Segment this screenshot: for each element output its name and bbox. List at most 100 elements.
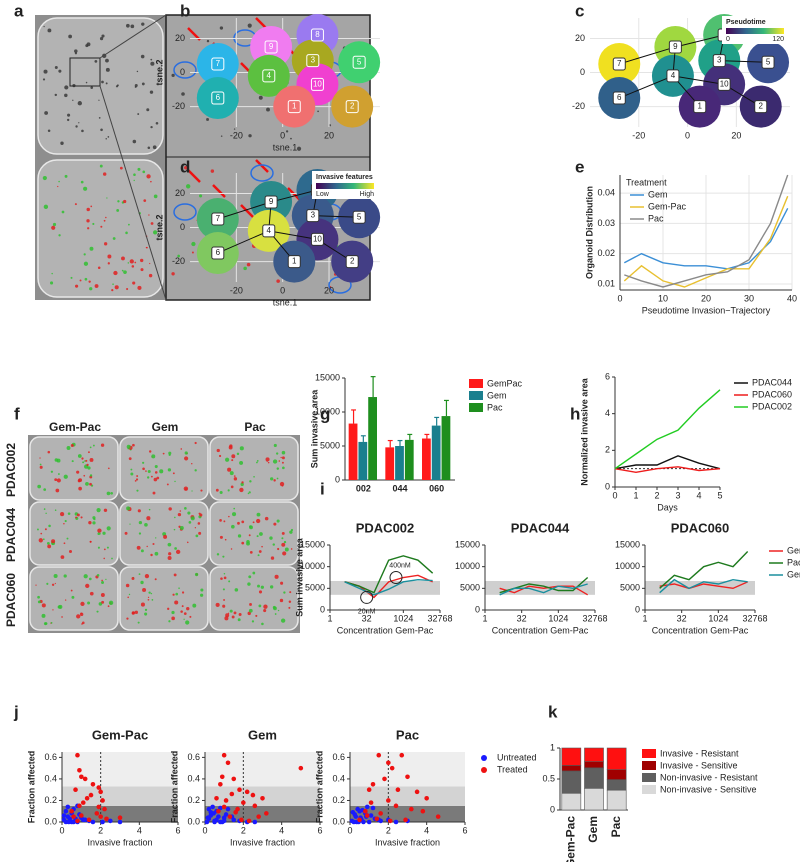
cell — [110, 491, 113, 495]
x-axis-label: Pseudotime Invasion−Trajectory — [642, 305, 771, 315]
panel-label: e — [575, 157, 584, 176]
y-axis-label: Sum invasive area — [309, 389, 319, 469]
colorbar-label: Low — [316, 191, 330, 198]
cell — [248, 608, 253, 613]
cell — [78, 486, 82, 491]
series-line — [659, 578, 748, 594]
cell — [179, 510, 182, 512]
cell — [200, 588, 204, 592]
cell — [184, 456, 189, 461]
cell — [171, 272, 175, 276]
cell — [81, 129, 84, 133]
cell — [59, 511, 65, 517]
cell — [90, 86, 94, 89]
cell — [85, 583, 90, 589]
cell — [222, 604, 226, 608]
point — [117, 815, 123, 820]
trajectory — [719, 60, 769, 63]
cell — [218, 454, 222, 458]
point — [90, 782, 96, 787]
cell — [39, 463, 42, 466]
y-axis-label: tsne.2 — [154, 59, 164, 85]
cell — [228, 515, 230, 518]
cell — [54, 66, 58, 69]
cell — [89, 446, 92, 449]
cell — [288, 606, 291, 609]
cluster-tag — [211, 212, 225, 226]
arrow — [212, 184, 226, 198]
y-tick-label: 0.03 — [597, 218, 615, 228]
cell — [185, 620, 190, 625]
cell — [43, 69, 48, 74]
cell — [192, 603, 197, 608]
cell — [199, 593, 204, 597]
cell — [166, 483, 169, 486]
point — [393, 819, 399, 825]
cell — [63, 542, 66, 545]
point — [69, 808, 74, 814]
point — [219, 774, 225, 780]
cell — [184, 507, 187, 510]
cell — [107, 262, 110, 265]
cell — [220, 135, 223, 137]
cell — [89, 591, 94, 596]
ring — [173, 203, 197, 221]
cell — [98, 116, 101, 119]
cell — [175, 549, 181, 555]
x-tick-label: -20 — [230, 285, 243, 295]
x-axis-label: Invasive fraction — [230, 837, 295, 847]
x-tick-label: 40 — [787, 293, 797, 303]
cell — [134, 261, 137, 264]
bar-segment — [584, 747, 604, 762]
y-tick-label: -20 — [172, 256, 185, 266]
cell — [134, 84, 138, 88]
cell — [171, 616, 175, 621]
cell — [133, 173, 136, 177]
point — [117, 819, 123, 825]
cell — [83, 186, 88, 191]
cluster-label: 2 — [350, 257, 355, 266]
cluster-tag — [310, 77, 324, 91]
x-tick-label: 5 — [717, 490, 722, 500]
cell — [94, 59, 98, 63]
y-tick-label: 0.2 — [44, 795, 57, 805]
cell — [281, 450, 286, 455]
cell — [61, 616, 63, 618]
cell — [150, 475, 153, 478]
cell — [142, 587, 147, 592]
cell — [276, 467, 280, 470]
point — [63, 808, 69, 814]
cell — [184, 451, 188, 455]
cell — [58, 234, 61, 237]
y-tick-label: 0.0 — [332, 816, 345, 826]
chart-title: PDAC044 — [511, 520, 570, 535]
arrow — [187, 169, 201, 183]
cell — [194, 527, 197, 529]
cell — [99, 36, 104, 41]
point — [108, 818, 113, 824]
trajectory — [270, 189, 318, 203]
cell — [86, 207, 90, 212]
bar-segment — [561, 792, 582, 811]
point — [298, 765, 304, 771]
cluster-tag — [712, 54, 726, 68]
x-tick-label: 1 — [482, 613, 487, 623]
cluster-tag — [262, 69, 276, 83]
cell — [76, 513, 80, 517]
x-tick-label: 0 — [612, 490, 617, 500]
x-tick-label: -20 — [230, 130, 243, 140]
cell — [75, 284, 79, 288]
cell — [168, 507, 172, 511]
panel-label: g — [320, 404, 330, 423]
cell — [153, 477, 158, 482]
cell — [231, 512, 237, 517]
cell — [82, 461, 85, 464]
well — [29, 566, 119, 631]
x-axis-label: Days — [657, 502, 678, 512]
cell — [261, 545, 263, 548]
cell — [142, 461, 145, 464]
y-tick-label: 20 — [575, 33, 585, 43]
cell — [77, 101, 82, 106]
cell — [78, 478, 83, 482]
cell — [37, 484, 41, 489]
